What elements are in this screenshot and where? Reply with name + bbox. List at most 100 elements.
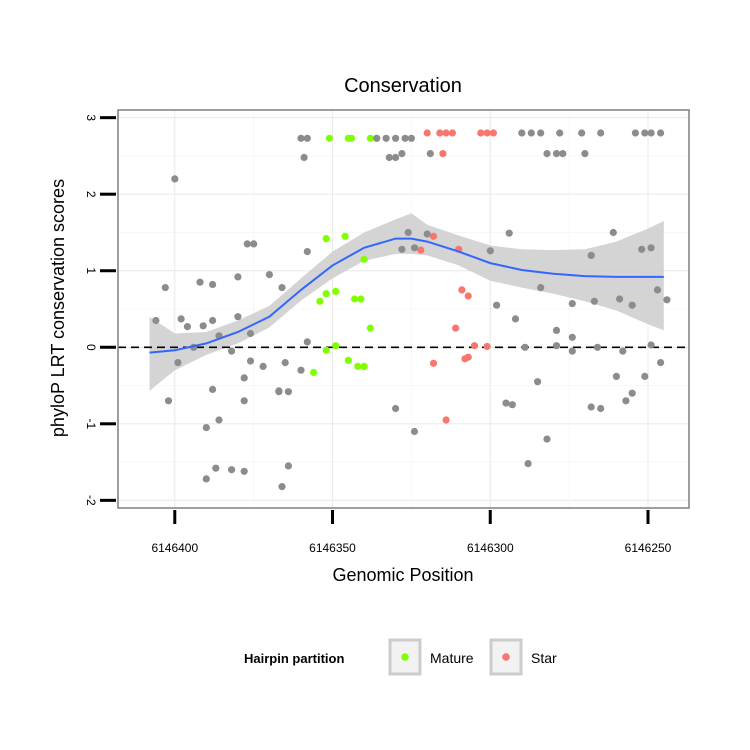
- point-mature: [354, 362, 362, 370]
- point-other: [152, 316, 160, 325]
- point-other: [597, 404, 605, 413]
- point-other: [303, 338, 311, 346]
- point-other: [641, 129, 649, 137]
- point-mature: [360, 362, 368, 370]
- point-other: [597, 129, 605, 137]
- point-mature: [322, 346, 330, 354]
- point-other: [657, 359, 665, 367]
- point-other: [228, 466, 236, 474]
- y-tick-label: 3: [84, 114, 98, 121]
- point-other: [616, 295, 624, 303]
- point-mature: [357, 295, 365, 303]
- point-other: [628, 389, 636, 397]
- point-other: [647, 129, 655, 137]
- point-other: [209, 385, 217, 393]
- point-other: [552, 326, 561, 334]
- point-star: [442, 129, 450, 137]
- point-other: [183, 323, 191, 331]
- legend-key-star: [489, 638, 523, 676]
- point-star: [477, 129, 485, 137]
- point-other: [647, 244, 655, 252]
- point-star: [464, 292, 472, 300]
- point-mature: [310, 368, 318, 377]
- point-other: [196, 278, 204, 286]
- point-other: [587, 251, 595, 259]
- point-other: [297, 134, 305, 142]
- point-star: [439, 150, 447, 158]
- x-tick-label: 6146350: [309, 541, 356, 555]
- point-other: [250, 240, 258, 248]
- point-star: [489, 129, 497, 137]
- point-other: [410, 427, 419, 436]
- point-other: [423, 230, 431, 238]
- point-other: [524, 460, 532, 468]
- point-other: [631, 129, 640, 137]
- point-other: [240, 374, 248, 382]
- point-mature: [366, 324, 374, 332]
- point-star: [429, 232, 438, 240]
- chart-title: Conservation: [344, 75, 462, 97]
- point-mature: [322, 290, 330, 298]
- point-other: [300, 153, 308, 162]
- point-other: [505, 229, 513, 237]
- point-star: [417, 246, 425, 254]
- point-other: [246, 329, 255, 338]
- point-other: [202, 424, 210, 432]
- point-other: [502, 399, 510, 407]
- x-axis-title: Genomic Position: [332, 565, 473, 585]
- point-other: [385, 153, 393, 162]
- point-other: [619, 347, 627, 355]
- point-other: [426, 150, 434, 158]
- point-other: [587, 403, 595, 411]
- point-other: [278, 483, 286, 491]
- point-other: [281, 359, 289, 367]
- point-other: [234, 273, 242, 281]
- point-other: [278, 284, 286, 292]
- point-other: [581, 150, 589, 158]
- point-star: [423, 129, 431, 137]
- point-other: [382, 134, 390, 142]
- point-other: [657, 129, 665, 137]
- point-other: [663, 296, 671, 304]
- legend-dot-star: [502, 653, 510, 661]
- legend-dot-mature: [401, 653, 409, 661]
- point-star: [448, 129, 456, 137]
- point-star: [483, 129, 491, 137]
- point-mature: [351, 295, 359, 303]
- point-other: [537, 284, 545, 292]
- point-other: [593, 343, 602, 351]
- point-mature: [322, 235, 330, 243]
- point-other: [177, 315, 185, 323]
- point-other: [508, 401, 516, 409]
- y-tick-label: -2: [84, 495, 98, 506]
- point-other: [568, 347, 576, 355]
- point-star: [483, 342, 491, 351]
- point-star: [458, 286, 466, 294]
- point-other: [392, 153, 400, 162]
- x-tick-label: 6146300: [467, 541, 514, 555]
- point-other: [373, 134, 381, 142]
- point-mature: [366, 134, 374, 142]
- point-other: [612, 372, 621, 380]
- point-other: [164, 397, 173, 405]
- point-mature: [347, 134, 355, 142]
- point-other: [511, 315, 520, 323]
- point-mature: [344, 356, 352, 364]
- point-other: [552, 342, 561, 350]
- point-other: [556, 129, 564, 137]
- point-other: [638, 245, 646, 253]
- point-other: [284, 462, 292, 470]
- point-mature: [325, 134, 333, 142]
- y-tick-label: 2: [84, 191, 98, 198]
- point-other: [628, 301, 636, 309]
- point-other: [284, 388, 292, 396]
- plot-border: [117, 109, 690, 509]
- point-other: [199, 322, 207, 330]
- point-other: [174, 359, 182, 367]
- point-other: [259, 362, 267, 370]
- point-other: [303, 248, 311, 256]
- point-other: [493, 301, 501, 309]
- point-star: [429, 359, 438, 367]
- point-other: [537, 129, 545, 137]
- point-mature: [360, 255, 368, 263]
